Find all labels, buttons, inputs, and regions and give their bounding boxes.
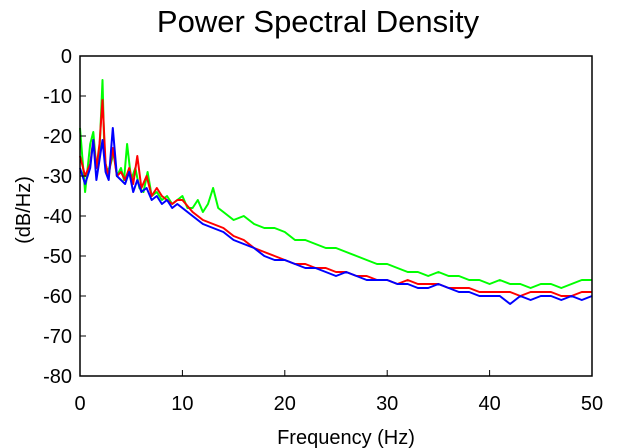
- y-ticks: 0 -10 -20 -30 -40 -50 -60 -70 -80: [43, 46, 86, 388]
- y-axis-label: (dB/Hz): [13, 176, 35, 244]
- y-tick-label-8: -80: [43, 366, 72, 388]
- y-tick-label-3: -30: [43, 166, 72, 188]
- series-line-3: [79, 127, 593, 305]
- x-tick-label-1: 10: [171, 393, 193, 415]
- x-tick-label-5: 50: [581, 393, 603, 415]
- x-tick-label-2: 20: [274, 393, 296, 415]
- y-tick-label-6: -60: [43, 286, 72, 308]
- y-tick-label-4: -40: [43, 206, 72, 228]
- x-tick-label-0: 0: [74, 393, 85, 415]
- x-tick-label-3: 30: [376, 393, 398, 415]
- y-tick-label-7: -70: [43, 326, 72, 348]
- y-tick-label-2: -20: [43, 126, 72, 148]
- plot-frame: [79, 55, 593, 377]
- plot-lines: [79, 79, 593, 305]
- x-ticks: 0 10 20 30 40 50: [74, 370, 603, 415]
- y-tick-label-0: 0: [61, 46, 72, 68]
- chart-title: Power Spectral Density: [157, 4, 480, 39]
- y-tick-label-5: -50: [43, 246, 72, 268]
- x-axis-label: Frequency (Hz): [277, 427, 415, 448]
- series-line-1: [79, 79, 592, 289]
- series-line-2: [79, 99, 592, 297]
- y-tick-label-1: -10: [43, 86, 72, 108]
- x-tick-label-4: 40: [478, 393, 500, 415]
